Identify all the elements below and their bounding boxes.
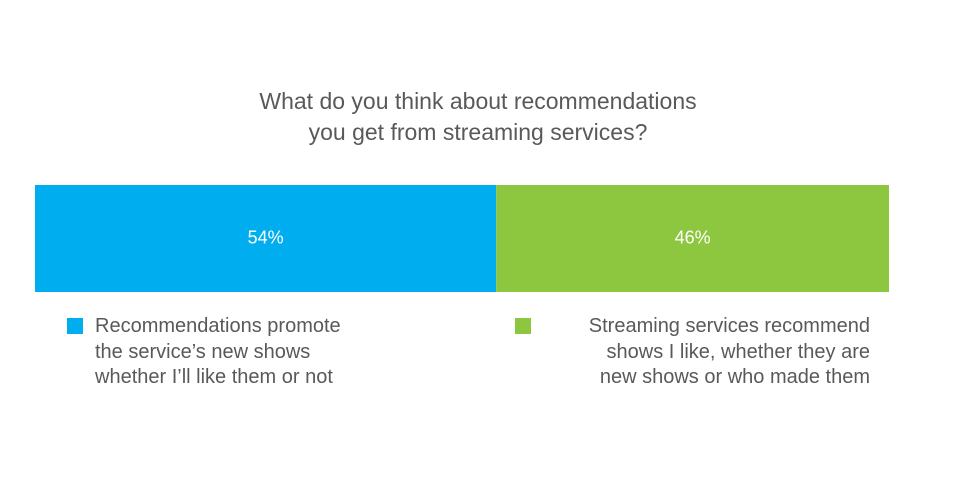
legend-swatch: [515, 318, 531, 334]
legend-swatch: [67, 318, 83, 334]
legend-label: Recommendations promote the service’s ne…: [95, 315, 341, 388]
data-label: 54%: [248, 227, 284, 247]
chart-title: What do you think about recommendations …: [259, 88, 697, 145]
data-label: 46%: [675, 227, 711, 247]
bar-segment: [35, 185, 497, 292]
bar-segment: [496, 185, 889, 292]
legend-label: Streaming services recommend shows I lik…: [588, 315, 870, 388]
